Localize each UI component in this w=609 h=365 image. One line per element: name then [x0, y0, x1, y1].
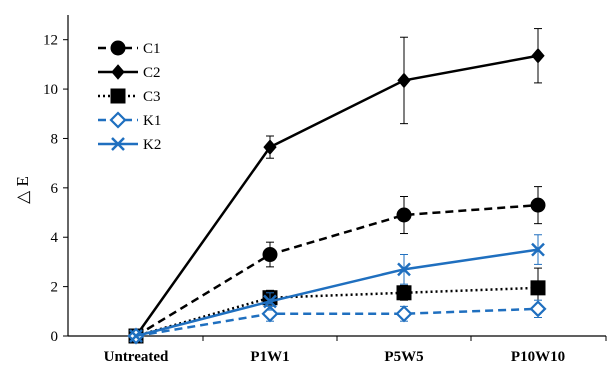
- marker-diamond: [397, 72, 411, 89]
- x-tick-label: P1W1: [250, 349, 289, 365]
- marker-circle: [396, 207, 412, 223]
- y-tick-label: 0: [51, 329, 59, 345]
- marker-circle: [262, 247, 278, 263]
- marker-square: [530, 280, 546, 296]
- marker-diamond: [531, 47, 545, 64]
- series-line: [135, 307, 539, 338]
- legend-label: K2: [143, 137, 161, 153]
- series-line: [135, 203, 539, 338]
- y-axis-label: △ E: [13, 176, 32, 204]
- y-tick-label: 10: [43, 82, 58, 98]
- series-layer: [127, 28, 547, 345]
- legend-label: K1: [143, 113, 161, 129]
- series-line: [135, 248, 539, 338]
- y-tick-label: 12: [43, 33, 58, 49]
- series-k2: [129, 234, 545, 343]
- marker-diamond-open: [109, 111, 127, 129]
- x-tick-label: P5W5: [384, 349, 423, 365]
- legend-item-c2: C2: [98, 64, 161, 81]
- marker-circle: [110, 40, 126, 56]
- y-tick-label: 6: [51, 181, 59, 197]
- marker-diamond: [111, 64, 125, 80]
- marker-x: [129, 329, 143, 343]
- marker-diamond-open: [529, 300, 547, 318]
- legend-item-k2: K2: [98, 137, 161, 153]
- legend-label: C1: [143, 41, 161, 57]
- series-line: [135, 286, 539, 338]
- marker-square: [396, 285, 412, 301]
- series-c1: [128, 186, 546, 344]
- marker-diamond: [263, 139, 277, 155]
- marker-x: [531, 242, 545, 257]
- series-c3: [128, 267, 546, 344]
- legend: C1 C2 C3 K1 K2: [98, 40, 161, 153]
- x-tick-label: Untreated: [104, 349, 169, 365]
- axes: 0 2 4 6 8 10 12 Untreated P1W1 P5W5 P10W10: [43, 15, 607, 365]
- legend-item-c3: C3: [98, 88, 161, 105]
- legend-label: C2: [143, 65, 161, 81]
- y-tick-label: 4: [51, 230, 59, 246]
- marker-x: [111, 137, 125, 151]
- marker-x: [397, 262, 411, 277]
- y-tick-label: 8: [51, 131, 59, 147]
- legend-item-c1: C1: [98, 40, 161, 57]
- marker-circle: [530, 197, 546, 213]
- marker-x: [263, 294, 277, 309]
- series-line: [134, 54, 539, 337]
- marker-square: [110, 88, 126, 104]
- marker-diamond-open: [395, 305, 413, 323]
- legend-label: C3: [143, 89, 161, 105]
- x-tick-label: P10W10: [511, 349, 565, 365]
- legend-item-k1: K1: [98, 111, 161, 129]
- y-tick-label: 2: [51, 280, 59, 296]
